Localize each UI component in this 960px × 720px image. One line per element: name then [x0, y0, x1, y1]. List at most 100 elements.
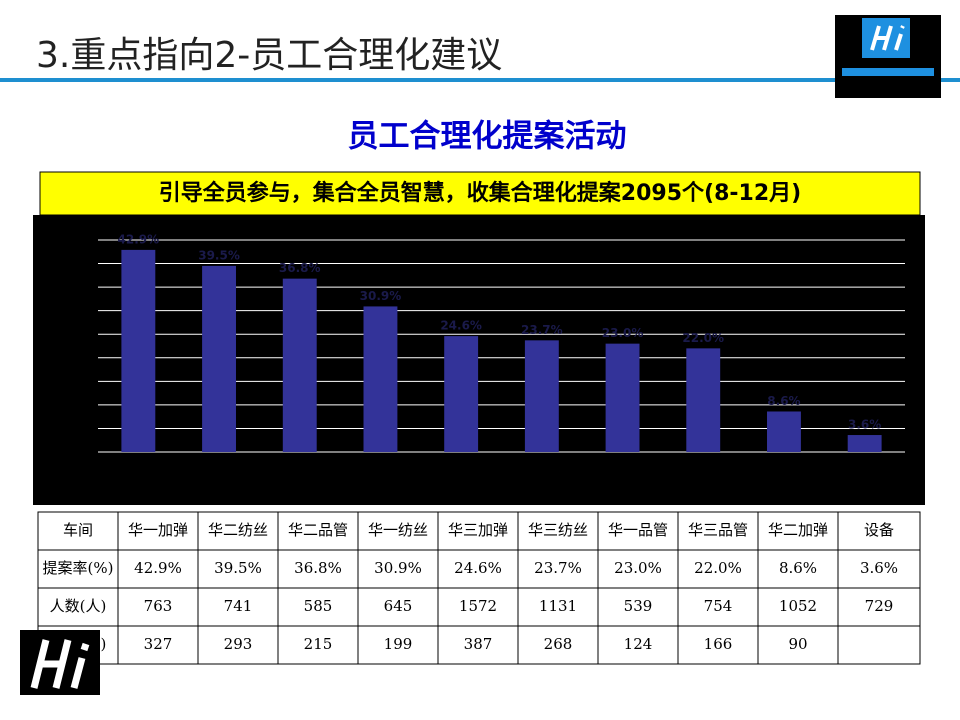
table-cell — [197, 587, 279, 627]
bar — [767, 411, 801, 452]
bar — [121, 249, 156, 452]
data-label: 3.6% — [848, 418, 881, 432]
table-cell — [597, 511, 679, 551]
cell-text: 提案率(%) — [43, 559, 114, 577]
bar — [524, 340, 559, 452]
cell-text: 华二加弹 — [768, 521, 828, 539]
table-cell — [757, 625, 839, 665]
table-cell — [357, 625, 439, 665]
table-cell — [277, 625, 359, 665]
cell-text: 华一品管 — [608, 521, 668, 539]
logo — [835, 15, 941, 98]
cell-text: 1131 — [539, 597, 577, 615]
cell-text: 华一纺丝 — [368, 521, 428, 539]
table-cell — [37, 511, 119, 551]
cell-text: 24.6% — [454, 559, 502, 577]
table-cell — [197, 511, 279, 551]
cell-text: 166 — [704, 635, 733, 653]
table-cell — [677, 625, 759, 665]
data-label: 22.0% — [682, 331, 724, 345]
table-cell — [837, 587, 921, 627]
cell-text: 42.9% — [134, 559, 182, 577]
data-label: 24.6% — [440, 319, 482, 333]
data-label: 39.5% — [198, 248, 240, 262]
bar — [847, 435, 882, 452]
cell-text: 3.6% — [860, 559, 898, 577]
cell-text: 华三品管 — [688, 521, 748, 539]
bar — [686, 348, 721, 452]
table-cell — [277, 549, 359, 589]
cell-text: 124 — [624, 635, 653, 653]
cell-text: 1572 — [459, 597, 497, 615]
table-cell — [37, 549, 119, 589]
table-cell — [277, 511, 359, 551]
bar — [282, 278, 317, 452]
cell-text: 车间 — [63, 521, 93, 539]
footer-logo — [20, 630, 100, 695]
chart: 42.9% 39.5% 36.8% 30.9% 24.6% 23.7% 23.0% 22.0%… — [98, 232, 905, 453]
cell-text: 585 — [304, 597, 333, 615]
cell-text: 华三加弹 — [448, 521, 508, 539]
cell-text: 90 — [788, 635, 807, 653]
cell-text: 645 — [384, 597, 413, 615]
cell-text: 8.6% — [779, 559, 817, 577]
table-cell — [837, 511, 921, 551]
banner: 引导全员参与，集合全员智慧，收集合理化提案2095个(8-12月) — [159, 180, 801, 206]
cell-text: 华二纺丝 — [208, 521, 268, 539]
chart-area — [33, 215, 925, 505]
cell-text: 23.0% — [614, 559, 662, 577]
cell-text: 199 — [384, 635, 413, 653]
table-cell — [437, 511, 519, 551]
table: 车间 华一加弹 华二纺丝 华二品管 华一纺丝 华三加弹 华三纺丝 华一品管 华三品管 华二加弹 设备… — [37, 511, 921, 665]
cell-text: 36.8% — [294, 559, 342, 577]
table-cell — [597, 625, 679, 665]
table-cell — [437, 625, 519, 665]
table-cell — [757, 549, 839, 589]
table-cell — [517, 587, 599, 627]
data-label: 23.0% — [602, 326, 644, 340]
data-label: 30.9% — [360, 289, 402, 303]
cell-text: 387 — [464, 635, 493, 653]
table-cell — [117, 549, 199, 589]
table-cell — [837, 625, 921, 665]
cell-text: 539 — [624, 597, 653, 615]
data-label: 23.7% — [521, 323, 563, 337]
cell-text: 215 — [304, 635, 333, 653]
cell-text: 39.5% — [214, 559, 262, 577]
table-cell — [197, 625, 279, 665]
cell-text: 293 — [224, 635, 253, 653]
table-cell — [357, 549, 439, 589]
table-cell — [517, 625, 599, 665]
cell-text: 327 — [144, 635, 173, 653]
bar — [605, 343, 640, 452]
cell-text: 设备 — [864, 521, 894, 539]
bar — [202, 265, 236, 452]
cell-text: 华三纺丝 — [528, 521, 588, 539]
heading: 员工合理化提案活动 — [348, 119, 627, 155]
cell-text: 741 — [224, 597, 253, 615]
table-cell — [117, 587, 199, 627]
table-cell — [117, 511, 199, 551]
cell-text: 华二品管 — [288, 521, 348, 539]
table-cell — [437, 587, 519, 627]
table-cell — [197, 549, 279, 589]
table-cell — [117, 625, 199, 665]
cell-text: 华一加弹 — [128, 521, 188, 539]
cell-text: 30.9% — [374, 559, 422, 577]
cell-text: 23.7% — [534, 559, 582, 577]
cell-text: 人数(人) — [50, 597, 107, 615]
bar — [363, 306, 398, 452]
data-label: 36.8% — [279, 261, 321, 275]
table-cell — [677, 587, 759, 627]
cell-text: 729 — [865, 597, 894, 615]
data-label: 8.6% — [767, 394, 800, 408]
table-cell — [677, 549, 759, 589]
cell-text: 763 — [144, 597, 173, 615]
table-cell — [357, 511, 439, 551]
slide-title: 3.重点指向2-员工合理化建议 — [36, 35, 502, 76]
data-label: 42.9% — [118, 232, 160, 246]
table-cell — [517, 511, 599, 551]
cell-text: 22.0% — [694, 559, 742, 577]
table-cell — [357, 587, 439, 627]
